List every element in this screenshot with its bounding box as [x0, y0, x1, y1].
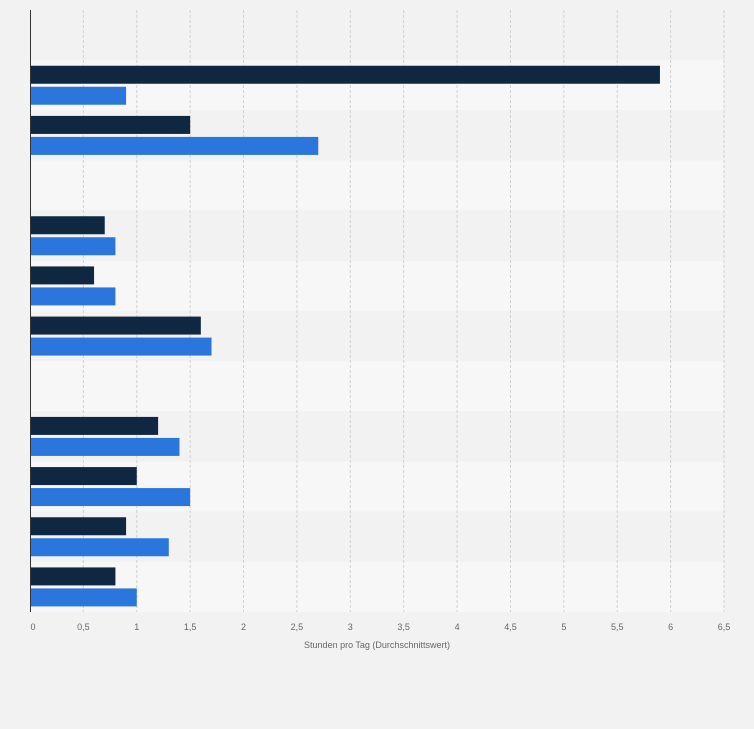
row-band — [30, 10, 724, 61]
x-tick-label: 2,5 — [291, 622, 304, 632]
bar — [30, 65, 660, 84]
x-tick-label: 3,5 — [397, 622, 410, 632]
row-bands — [30, 10, 724, 612]
row-band — [30, 361, 724, 412]
bars — [30, 65, 660, 607]
bar — [30, 517, 127, 536]
grid-lines — [82, 10, 725, 612]
bar — [30, 567, 116, 586]
bar — [30, 287, 116, 306]
x-tick-label: 6,5 — [718, 622, 731, 632]
bar — [30, 86, 127, 105]
bar — [30, 115, 191, 134]
x-tick-labels: 0 0,5 1 1,5 2 2,5 3 3,5 4 4,5 5 5,5 6 6,5 — [30, 622, 730, 632]
bar — [30, 136, 319, 155]
bar — [30, 337, 212, 356]
bar — [30, 467, 137, 486]
x-tick-label: 4 — [455, 622, 460, 632]
row-band — [30, 210, 724, 261]
x-tick-label: 1 — [134, 622, 139, 632]
bar — [30, 416, 159, 435]
bar — [30, 538, 169, 557]
bar — [30, 488, 191, 507]
bar — [30, 437, 180, 456]
x-tick-label: 4,5 — [504, 622, 517, 632]
x-tick-label: 0 — [30, 622, 35, 632]
x-tick-label: 5 — [561, 622, 566, 632]
bar — [30, 216, 105, 235]
bar — [30, 588, 137, 607]
x-tick-label: 2 — [241, 622, 246, 632]
row-band — [30, 160, 724, 211]
bar — [30, 316, 201, 335]
row-band — [30, 561, 724, 612]
x-tick-label: 1,5 — [184, 622, 197, 632]
x-axis-title: Stunden pro Tag (Durchschnittswert) — [304, 640, 450, 650]
x-tick-label: 0,5 — [77, 622, 90, 632]
x-tick-label: 3 — [348, 622, 353, 632]
bar — [30, 237, 116, 256]
bar — [30, 266, 95, 285]
row-band — [30, 260, 724, 311]
x-tick-label: 6 — [668, 622, 673, 632]
x-tick-label: 5,5 — [611, 622, 624, 632]
